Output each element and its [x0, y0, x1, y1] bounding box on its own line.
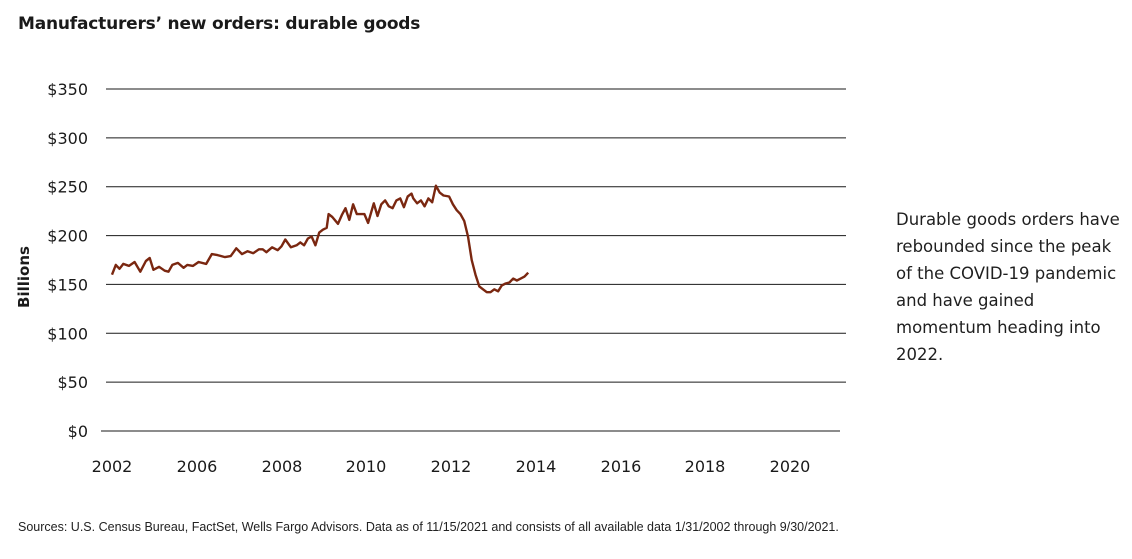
y-tick-label: $300 — [47, 129, 88, 148]
y-axis-label-wrap: Billions — [12, 240, 36, 320]
y-tick-label: $0 — [68, 422, 88, 441]
chart-canvas: $0$50$100$150$200$250$300$350 2002 2006 20… — [47, 80, 846, 476]
y-tick-label: $250 — [47, 178, 88, 197]
y-tick-label: $200 — [47, 227, 88, 246]
x-tick-label: 2006 — [177, 457, 218, 476]
x-tick-label: 2018 — [685, 457, 726, 476]
x-tick-label: 2002 — [92, 457, 133, 476]
x-tick-label: 2010 — [346, 457, 387, 476]
x-tick-label: 2012 — [431, 457, 472, 476]
x-tick-labels: 2002 2006 2008 2010 2012 2014 2016 2018 2020 — [92, 457, 811, 476]
y-axis-label: Billions — [15, 246, 33, 308]
source-note: Sources: U.S. Census Bureau, FactSet, We… — [18, 520, 839, 534]
x-tick-label: 2020 — [770, 457, 811, 476]
y-tick-label: $50 — [57, 373, 88, 392]
x-tick-label: 2014 — [516, 457, 557, 476]
y-tick-label: $350 — [47, 80, 88, 99]
x-tick-label: 2008 — [262, 457, 303, 476]
y-tick-labels: $0 $50 $100 $150 $200 $250 $300 $350 — [47, 80, 88, 441]
chart-title: Manufacturers’ new orders: durable goods — [18, 14, 421, 34]
grid-lines — [101, 88, 846, 432]
y-tick-label: $100 — [47, 324, 88, 343]
series-line — [110, 184, 530, 294]
x-tick-label: 2016 — [601, 457, 642, 476]
annotation-note: Durable goods orders have rebounded sinc… — [896, 210, 1120, 364]
y-tick-label: $150 — [47, 275, 88, 294]
